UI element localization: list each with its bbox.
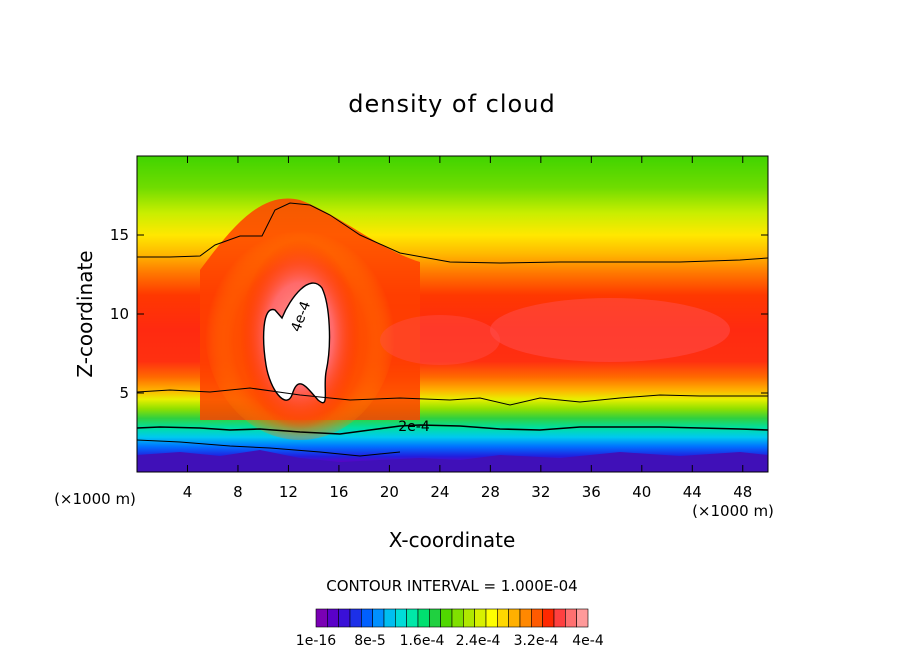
colorbar-swatch [338,608,351,628]
colorbar-swatch [485,608,498,628]
colorbar-swatch [451,608,464,628]
x-unit-left: (×1000 m) [54,490,136,508]
plot-area [137,156,768,472]
colorbar-swatch [553,608,566,628]
contour-lower [136,387,768,406]
y-tick-label: 15 [110,226,129,244]
chart-title: density of cloud [348,90,555,118]
colorbar-label: 2.4e-4 [456,633,501,649]
x-tick-label: 8 [233,483,243,501]
y-axis-label: Z-coordinate [73,250,97,377]
colorbar-swatch [497,608,509,628]
contour-bottom [136,439,401,457]
contour-lines [136,202,769,457]
contour-2e-4 [136,424,769,435]
y-tick-label: 10 [110,305,129,323]
x-axis: 4 8 12 16 20 24 28 32 36 40 44 48 [183,156,752,501]
x-axis-label: X-coordinate [389,528,516,552]
colorbar-swatch [565,608,577,628]
contour-core [262,282,331,404]
colorbar-swatch [372,608,385,628]
y-axis: 5 10 15 [110,226,768,402]
colorbar-swatch [474,608,487,628]
colorbar-label: 3.2e-4 [514,633,559,649]
patch-right-1 [490,298,730,362]
colorbar-labels: 1e-16 8e-5 1.6e-4 2.4e-4 3.2e-4 4e-4 [296,633,604,649]
x-tick-label: 24 [430,483,449,501]
colorbar-swatch [576,608,589,628]
colorbar-swatch [349,608,362,628]
colorbar-label: 8e-5 [354,633,385,649]
colorbar-swatch [395,608,407,628]
contour-upper [137,202,769,264]
colorbar-swatch [315,608,328,628]
contour-label-2e-4: 2e-4 [398,419,430,435]
colorbar-swatch [542,608,555,628]
colorbar-swatch [383,608,396,628]
colorbar [315,608,589,628]
colorbar-swatch [406,608,419,628]
x-tick-label: 16 [329,483,348,501]
x-tick-label: 40 [632,483,651,501]
x-tick-label: 4 [183,483,193,501]
x-tick-label: 44 [683,483,702,501]
colorbar-swatch [327,608,339,628]
core-region [263,283,330,403]
bottom-band [137,450,768,472]
x-tick-label: 36 [582,483,601,501]
colorbar-swatch [463,608,475,628]
x-tick-label: 48 [733,483,752,501]
colorbar-label: 1e-16 [296,633,336,649]
x-unit-right: (×1000 m) [692,502,774,520]
colorbar-swatch [440,608,453,628]
colorbar-swatch [429,608,441,628]
patch-right-2 [380,315,500,365]
colorbar-label: 1.6e-4 [400,633,445,649]
colorbar-swatch [417,608,430,628]
colorbar-swatch [519,608,532,628]
colorbar-label: 4e-4 [572,633,604,649]
y-tick-label: 5 [119,384,129,402]
x-tick-label: 12 [279,483,298,501]
x-tick-label: 32 [531,483,550,501]
colorbar-swatch [361,608,373,628]
x-tick-label: 20 [380,483,399,501]
colorbar-swatch [531,608,543,628]
colorbar-swatch [508,608,521,628]
contour-interval-text: CONTOUR INTERVAL = 1.000E-04 [326,577,577,595]
x-tick-label: 28 [481,483,500,501]
